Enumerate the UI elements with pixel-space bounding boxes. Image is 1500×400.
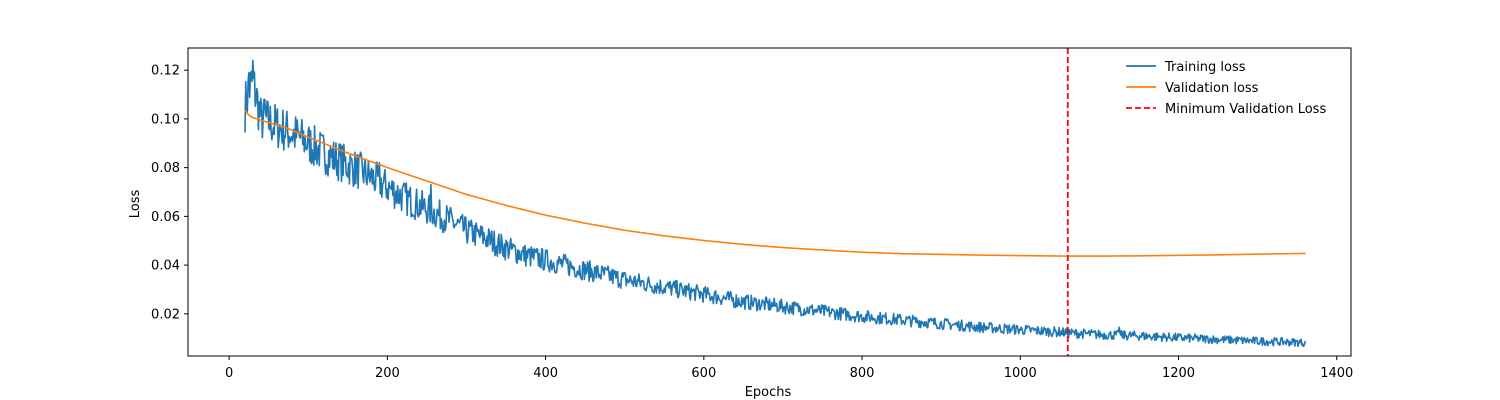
- legend-label: Minimum Validation Loss: [1165, 102, 1326, 117]
- x-tick-label: 800: [850, 366, 875, 381]
- x-tick-label: 1400: [1320, 366, 1353, 381]
- x-tick-label: 0: [225, 366, 233, 381]
- legend-label: Training loss: [1164, 60, 1246, 75]
- y-tick-label: 0.04: [151, 259, 180, 274]
- axes-frame: [187, 47, 1352, 357]
- y-axis-label: Loss: [128, 190, 143, 219]
- x-tick-label: 1000: [1004, 366, 1037, 381]
- series-line-training-loss: [244, 59, 1306, 348]
- series-line-validation-loss: [244, 109, 1306, 257]
- y-tick-label: 0.02: [151, 307, 180, 322]
- y-tick-label: 0.12: [151, 64, 180, 79]
- x-tick-label: 1200: [1162, 366, 1195, 381]
- y-tick-label: 0.10: [151, 112, 180, 127]
- x-axis-label: Epochs: [745, 385, 792, 400]
- x-tick-label: 400: [533, 366, 558, 381]
- y-tick-label: 0.08: [151, 161, 180, 176]
- y-tick-label: 0.06: [151, 210, 180, 225]
- axes: 0 200 400 600 800 1000 1200 1400 0.02 0.04 0.06 0.0…: [151, 47, 1353, 381]
- plot-area: [244, 48, 1306, 356]
- x-tick-label: 600: [691, 366, 716, 381]
- legend: Training loss Validation loss Minimum Vali…: [1126, 60, 1326, 117]
- legend-label: Validation loss: [1165, 81, 1259, 96]
- x-tick-label: 200: [375, 366, 400, 381]
